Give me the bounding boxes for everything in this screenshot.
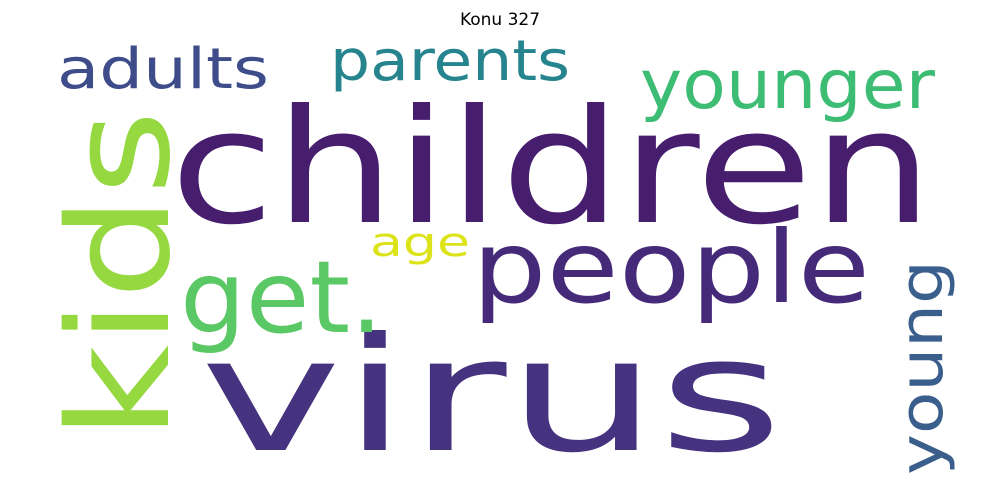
word-young: young (887, 260, 957, 475)
chart-title: Konu 327 (459, 10, 541, 30)
word-virus: virus (200, 304, 783, 488)
word-kids: kids (39, 110, 202, 440)
word-parents: parents (330, 29, 570, 94)
word-get: get. (180, 239, 383, 356)
word-children: children (170, 76, 933, 260)
word-adults: adults (57, 37, 269, 102)
word-age: age (370, 220, 470, 266)
word-younger: younger (640, 46, 935, 125)
word-people: people (472, 209, 870, 326)
